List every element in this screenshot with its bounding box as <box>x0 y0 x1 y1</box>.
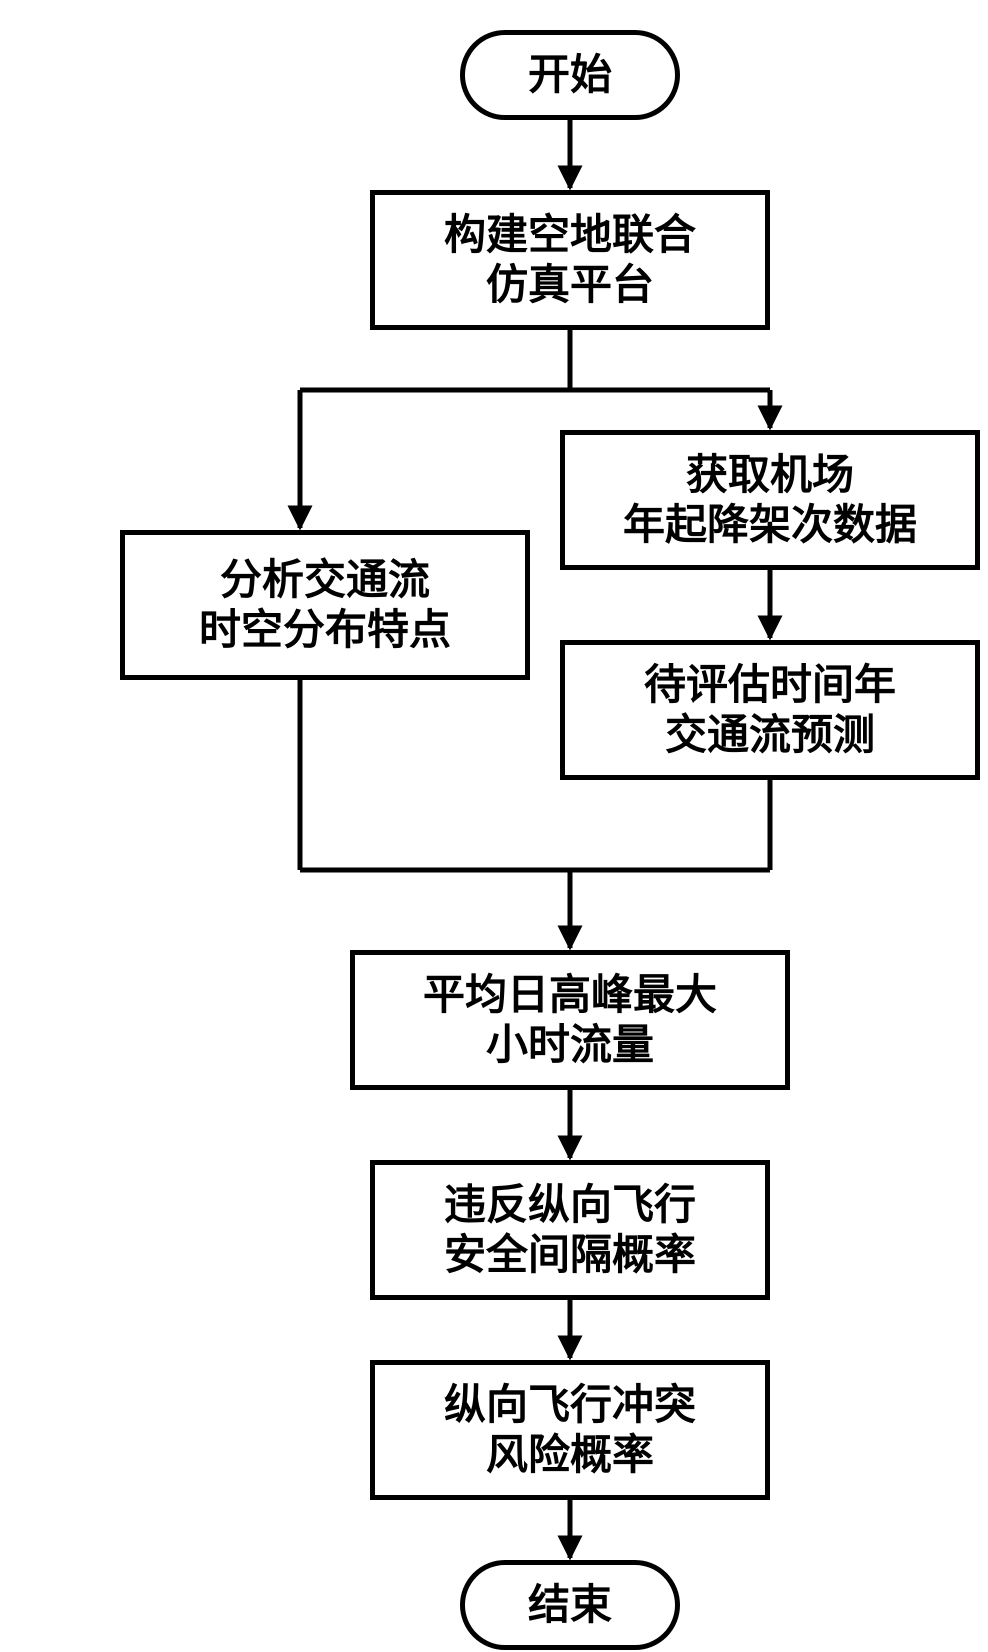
flow-node-violate: 违反纵向飞行 安全间隔概率 <box>370 1160 770 1300</box>
node-label: 待评估时间年 交通流预测 <box>644 660 896 761</box>
flow-node-end: 结束 <box>460 1560 680 1650</box>
node-label: 纵向飞行冲突 风险概率 <box>444 1380 696 1481</box>
flow-node-start: 开始 <box>460 30 680 120</box>
flow-node-predict: 待评估时间年 交通流预测 <box>560 640 980 780</box>
flow-node-build: 构建空地联合 仿真平台 <box>370 190 770 330</box>
node-label: 获取机场 年起降架次数据 <box>623 450 917 551</box>
flow-node-acquire: 获取机场 年起降架次数据 <box>560 430 980 570</box>
node-label: 结束 <box>528 1580 612 1630</box>
flow-node-analyze: 分析交通流 时空分布特点 <box>120 530 530 680</box>
node-label: 违反纵向飞行 安全间隔概率 <box>444 1180 696 1281</box>
node-label: 开始 <box>528 50 612 100</box>
node-label: 构建空地联合 仿真平台 <box>444 210 696 311</box>
flow-node-peak: 平均日高峰最大 小时流量 <box>350 950 790 1090</box>
node-label: 分析交通流 时空分布特点 <box>199 555 451 656</box>
flow-node-risk: 纵向飞行冲突 风险概率 <box>370 1360 770 1500</box>
node-label: 平均日高峰最大 小时流量 <box>423 970 717 1071</box>
